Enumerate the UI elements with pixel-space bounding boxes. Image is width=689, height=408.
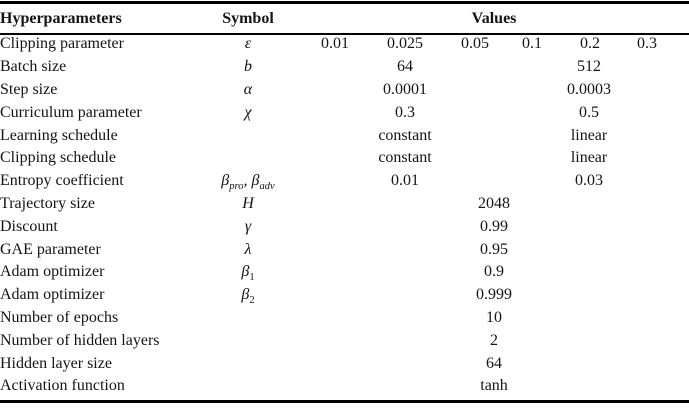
value-cell-left: 0.0001 (383, 80, 427, 98)
table-row-trajectory-size: Trajectory size H 2048 (0, 193, 678, 216)
param-name-cell: Curriculum parameter (0, 103, 142, 121)
table-row-batch-size: Batch size b 64 512 (0, 56, 678, 79)
value-cell-center: 2 (490, 331, 499, 349)
col-header-hyperparameters: Hyperparameters (0, 9, 122, 27)
symbol-epsilon: ε (244, 35, 252, 53)
symbol-empty (186, 124, 310, 147)
value-cell-center: tanh (480, 377, 508, 395)
symbol-beta2: β2 (186, 284, 310, 307)
symbol-subscript-pro: pro (229, 181, 244, 193)
symbol-beta-pro-adv: βpro, βadv (186, 170, 310, 193)
symbol-alpha: α (243, 80, 253, 98)
col-header-values: Values (471, 9, 517, 27)
value-cell-left: 0.3 (395, 103, 415, 121)
symbol-empty (186, 329, 310, 352)
param-name-cell: Number of epochs (0, 308, 119, 326)
table-bottom-rule (0, 400, 689, 403)
table-row-number-of-epochs: Number of epochs 10 (0, 307, 678, 330)
symbol-H: H (242, 194, 254, 212)
value-cell-right: linear (570, 149, 608, 167)
symbol-empty (186, 147, 310, 170)
param-name-cell: GAE parameter (0, 240, 101, 258)
param-name-cell: Adam optimizer (0, 286, 105, 304)
value-cell-right: 0.5 (579, 103, 600, 121)
table-row-entropy-coefficient: Entropy coefficient βpro, βadv 0.01 0.03 (0, 170, 678, 193)
table-row-gae-parameter: GAE parameter λ 0.95 (0, 238, 678, 261)
header-row: Hyperparameters Symbol Values (0, 4, 678, 33)
value-cell: 0.05 (461, 35, 489, 53)
param-name-cell: Activation function (0, 377, 125, 395)
symbol-beta: β (241, 263, 250, 281)
symbol-subscript-adv: adv (259, 181, 275, 193)
table-row-step-size: Step size α 0.0001 0.0003 (0, 79, 678, 102)
table-row-number-of-hidden-layers: Number of hidden layers 2 (0, 329, 678, 352)
value-cell: 0.025 (387, 35, 423, 53)
param-name-cell: Hidden layer size (0, 354, 112, 372)
symbol-b: b (244, 58, 252, 76)
value-cell: 0.01 (321, 35, 349, 53)
symbol-empty (186, 307, 310, 330)
value-cell: 0.1 (522, 35, 542, 53)
value-cell-right: linear (570, 126, 608, 144)
symbol-chi: χ (244, 103, 252, 121)
param-name-cell: Trajectory size (0, 194, 95, 212)
table-row-curriculum-parameter: Curriculum parameter χ 0.3 0.5 (0, 101, 678, 124)
value-cell-left: 0.01 (391, 172, 419, 190)
table-top-rule (0, 1, 689, 4)
symbol-empty (186, 352, 310, 375)
table-row-discount: Discount γ 0.99 (0, 215, 678, 238)
value-cell-left: 64 (397, 58, 413, 76)
value-cell-center: 0.99 (480, 217, 509, 235)
param-name-cell: Learning schedule (0, 126, 118, 144)
value-cell-center: 10 (486, 308, 503, 326)
table-row-adam-beta2: Adam optimizer β2 0.999 (0, 284, 678, 307)
symbol-beta: β (221, 172, 230, 190)
table-row-clipping-schedule: Clipping schedule constant linear (0, 147, 678, 170)
symbol-separator: , (243, 172, 252, 190)
value-cell-right: 0.03 (575, 172, 604, 190)
value-cell: 0.3 (637, 35, 658, 53)
param-name-cell: Entropy coefficient (0, 172, 124, 190)
table-row-hidden-layer-size: Hidden layer size 64 (0, 352, 678, 375)
param-name-cell: Number of hidden layers (0, 331, 160, 349)
value-cell-right: 0.0003 (567, 80, 612, 98)
symbol-subscript-1: 1 (249, 272, 255, 284)
param-name-cell: Discount (0, 217, 58, 235)
table-row-adam-beta1: Adam optimizer β1 0.9 (0, 261, 678, 284)
value-cell-center: 2048 (478, 194, 511, 212)
symbol-lambda: λ (244, 240, 252, 258)
value-cell-right: 512 (577, 58, 602, 76)
value-cell-center: 64 (486, 354, 503, 372)
value-cell: 0.2 (580, 35, 600, 53)
symbol-beta1: β1 (186, 261, 310, 284)
value-cell-center: 0.999 (476, 286, 513, 304)
table-row-learning-schedule: Learning schedule constant linear (0, 124, 678, 147)
col-header-symbol: Symbol (222, 9, 274, 27)
param-name-cell: Step size (0, 80, 58, 98)
param-name-cell: Clipping schedule (0, 149, 116, 167)
symbol-empty (186, 375, 310, 398)
symbol-gamma: γ (244, 217, 252, 235)
symbol-beta: β (241, 286, 250, 304)
value-cell-center: 0.9 (484, 263, 505, 281)
table-row-activation-function: Activation function tanh (0, 375, 678, 398)
symbol-subscript-2: 2 (249, 295, 255, 307)
value-cell-left: constant (378, 149, 432, 167)
param-name-cell: Batch size (0, 58, 67, 76)
param-name-cell: Adam optimizer (0, 263, 105, 281)
table-row-clipping-parameter: Clipping parameter ε 0.01 0.025 0.05 0.1… (0, 33, 678, 56)
table-header-rule (0, 33, 689, 35)
symbol-beta: β (251, 172, 260, 190)
param-name-cell: Clipping parameter (0, 35, 124, 53)
hyperparameters-table: Hyperparameters Symbol Values Clipping p… (0, 4, 678, 398)
value-cell-center: 0.95 (480, 240, 509, 258)
value-cell-left: constant (378, 126, 432, 144)
